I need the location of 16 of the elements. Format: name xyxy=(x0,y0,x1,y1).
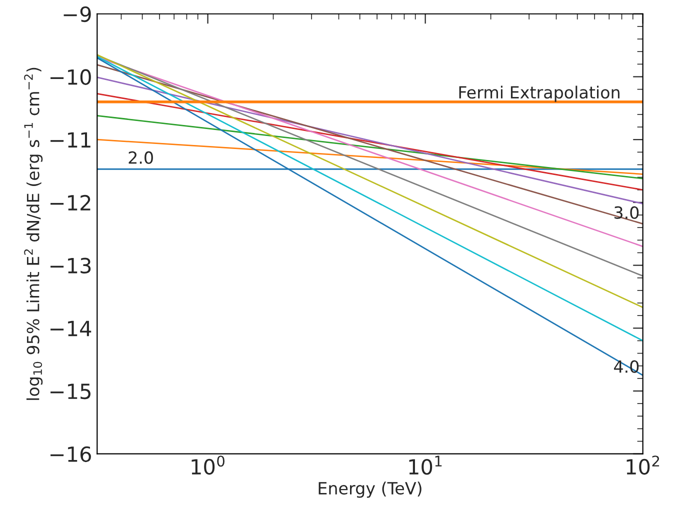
text: log$_{10}$ 95% Limit E$^{2}$ dN/dE (erg s$^{−1}$ cm$^{−2}$) xyxy=(24,68,43,400)
annotation: 2.0 xyxy=(128,151,153,164)
y-tick-label: −12 xyxy=(50,194,90,210)
y-tick-label: −9 xyxy=(64,6,91,22)
y-tick-label: −16 xyxy=(50,446,91,462)
y-tick-label: −14 xyxy=(50,320,92,336)
y-tick-label: −10 xyxy=(50,69,91,85)
x-axis-title: Energy (TeV) xyxy=(318,482,422,498)
y-tick-label: −13 xyxy=(50,258,91,274)
y-tick-label: −15 xyxy=(50,384,90,400)
ref-line-label: Fermi Extrapolation xyxy=(459,86,620,102)
x-tick-label: 10$^{2}$ xyxy=(626,456,660,475)
x-tick-label: 10$^{1}$ xyxy=(409,456,442,475)
x-tick-label: 10$^{0}$ xyxy=(192,456,224,475)
y-tick-label: −11 xyxy=(50,132,90,148)
annotation: 3.0 xyxy=(614,206,639,219)
